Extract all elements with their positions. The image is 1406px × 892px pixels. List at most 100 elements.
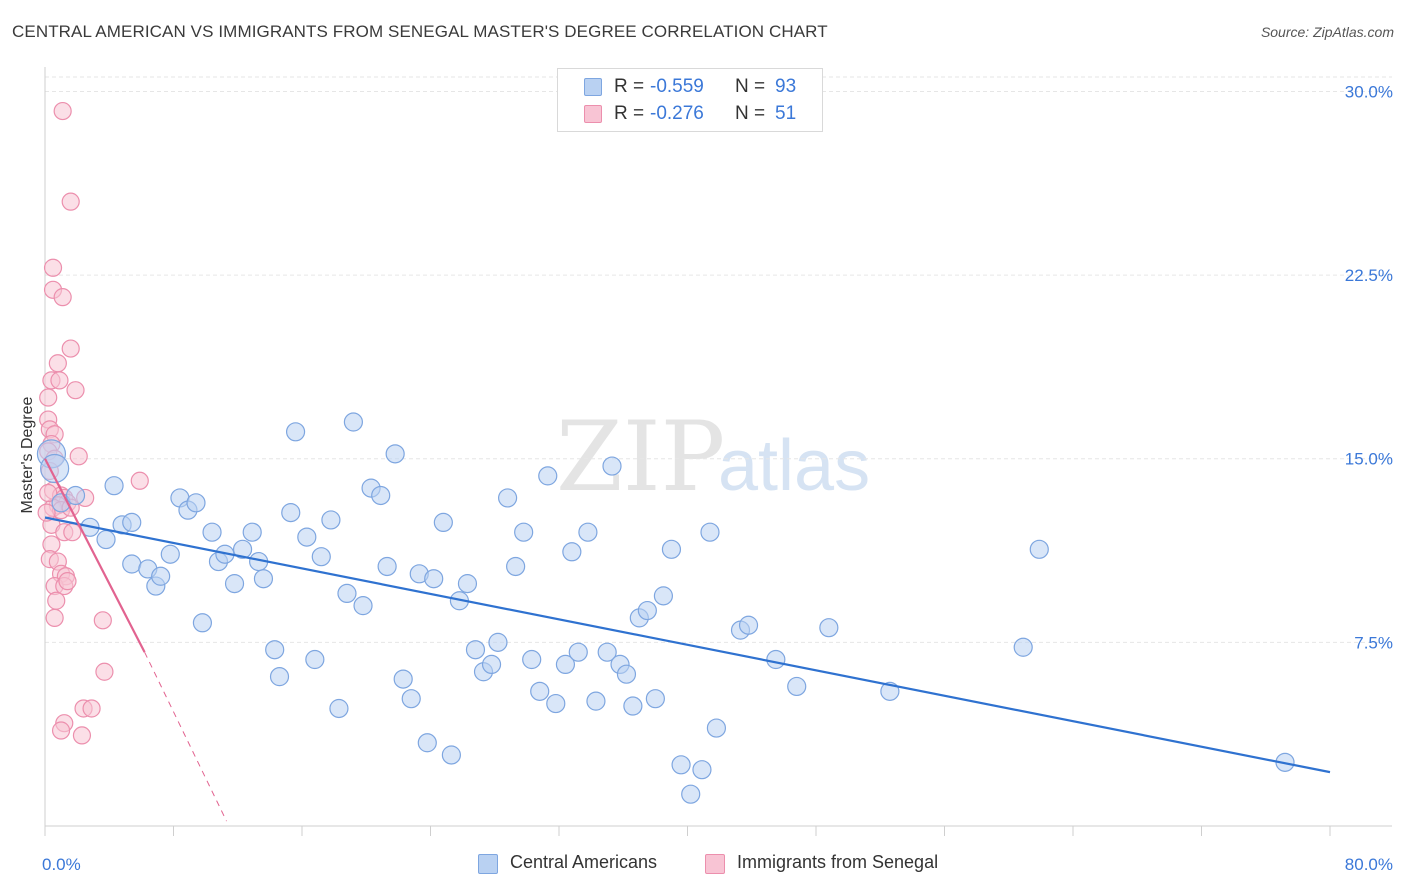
central-american-point <box>285 422 306 442</box>
correlation-legend: R = -0.559 N = 93 R = -0.276 N = 51 <box>557 68 823 132</box>
senegal-point <box>37 503 56 522</box>
central-american-point <box>343 412 363 432</box>
central-american-point <box>661 539 682 559</box>
senegal-point <box>63 523 82 542</box>
central-american-point <box>441 745 461 765</box>
central-american-point <box>555 654 576 675</box>
senegal-point <box>39 483 58 503</box>
central-american-point <box>1013 637 1033 657</box>
central-american-point <box>602 456 622 476</box>
central-american-point <box>787 676 807 697</box>
r-value: -0.276 <box>650 103 704 124</box>
legend-row-senegal: R = -0.276 N = 51 <box>558 102 822 126</box>
senegal-trend-line <box>44 458 146 653</box>
central-american-point <box>65 485 86 506</box>
central-american-point <box>329 698 349 719</box>
watermark: ZIP atlas <box>556 401 870 513</box>
central-american-point <box>417 733 437 753</box>
central-american-point <box>738 615 759 635</box>
senegal-point <box>82 699 101 718</box>
y-tick-label: 15.0% <box>1345 450 1393 469</box>
central-american-point <box>305 649 325 670</box>
senegal-point <box>93 611 112 630</box>
central-american-point <box>568 642 588 662</box>
central-american-point <box>653 586 674 606</box>
central-american-point <box>514 522 534 542</box>
central-american-point <box>186 493 206 513</box>
central-american-point <box>465 640 486 660</box>
n-label: N = <box>735 103 766 124</box>
senegal-point <box>58 572 77 591</box>
central-american-point <box>377 556 397 577</box>
senegal-point <box>61 339 80 358</box>
senegal-point <box>61 192 80 211</box>
central-american-point <box>160 544 180 564</box>
central-american-point <box>671 755 691 775</box>
central-american-point <box>242 522 262 542</box>
blue-swatch <box>478 854 498 874</box>
senegal-point <box>51 721 71 740</box>
central-american-point <box>353 596 373 616</box>
senegal-point <box>69 447 88 466</box>
y-tick-label: 7.5% <box>1354 633 1393 652</box>
central-american-point <box>424 569 444 589</box>
central-american-trend-line <box>44 516 1331 774</box>
central-american-point <box>393 669 413 689</box>
central-american-point <box>498 488 518 508</box>
central-american-point <box>96 529 116 550</box>
central-american-point <box>538 466 558 486</box>
central-american-point <box>224 574 245 594</box>
x-tick-label: 0.0% <box>42 855 81 874</box>
central-american-point <box>506 556 526 577</box>
central-american-point <box>637 600 657 621</box>
central-american-points <box>36 412 1295 804</box>
central-american-point <box>522 649 542 670</box>
central-american-point <box>385 444 405 464</box>
central-american-point <box>297 527 317 547</box>
central-american-point <box>766 649 786 670</box>
y-tick-label: 22.5% <box>1345 266 1393 285</box>
central-american-point <box>692 760 712 780</box>
senegal-point <box>72 726 92 745</box>
central-american-point <box>616 664 637 684</box>
senegal-point <box>39 388 58 407</box>
senegal-point <box>53 101 72 121</box>
central-american-point <box>232 539 253 559</box>
central-american-point <box>122 554 142 574</box>
x-tick-label: 80.0% <box>1345 855 1393 874</box>
central-american-point <box>546 693 566 714</box>
n-value: 51 <box>775 103 797 124</box>
n-value: 93 <box>775 76 797 97</box>
senegal-points <box>37 101 149 745</box>
watermark-zip: ZIP <box>556 401 725 513</box>
central-american-point <box>706 718 727 738</box>
watermark-atlas: atlas <box>718 426 870 506</box>
senegal-point <box>43 258 63 277</box>
central-american-point <box>265 640 285 660</box>
central-american-point <box>281 503 301 523</box>
central-american-point <box>597 642 617 662</box>
central-american-point <box>401 689 421 709</box>
central-american-point <box>151 566 171 586</box>
senegal-point <box>47 591 66 610</box>
legend-label: Immigrants from Senegal <box>737 852 939 872</box>
central-american-point <box>104 476 124 496</box>
central-american-point <box>819 618 839 638</box>
central-american-point <box>269 667 290 687</box>
central-american-point <box>586 691 606 711</box>
pink-swatch <box>705 854 725 874</box>
central-american-point <box>371 485 391 506</box>
central-american-point <box>645 689 665 709</box>
central-american-point <box>488 632 508 652</box>
tick-labels: 7.5% 15.0% 22.5% 30.0% 0.0% 80.0% <box>42 82 1393 874</box>
central-american-point <box>681 784 701 804</box>
central-american-point <box>457 574 478 594</box>
r-value: -0.559 <box>650 76 704 97</box>
central-american-point <box>311 547 331 567</box>
central-american-point <box>562 542 582 562</box>
central-american-point <box>122 512 142 533</box>
senegal-point <box>66 381 85 400</box>
source-credit: Source: ZipAtlas.com <box>1260 24 1394 40</box>
central-american-point <box>1029 539 1049 559</box>
senegal-trend-line-extension <box>144 651 227 822</box>
